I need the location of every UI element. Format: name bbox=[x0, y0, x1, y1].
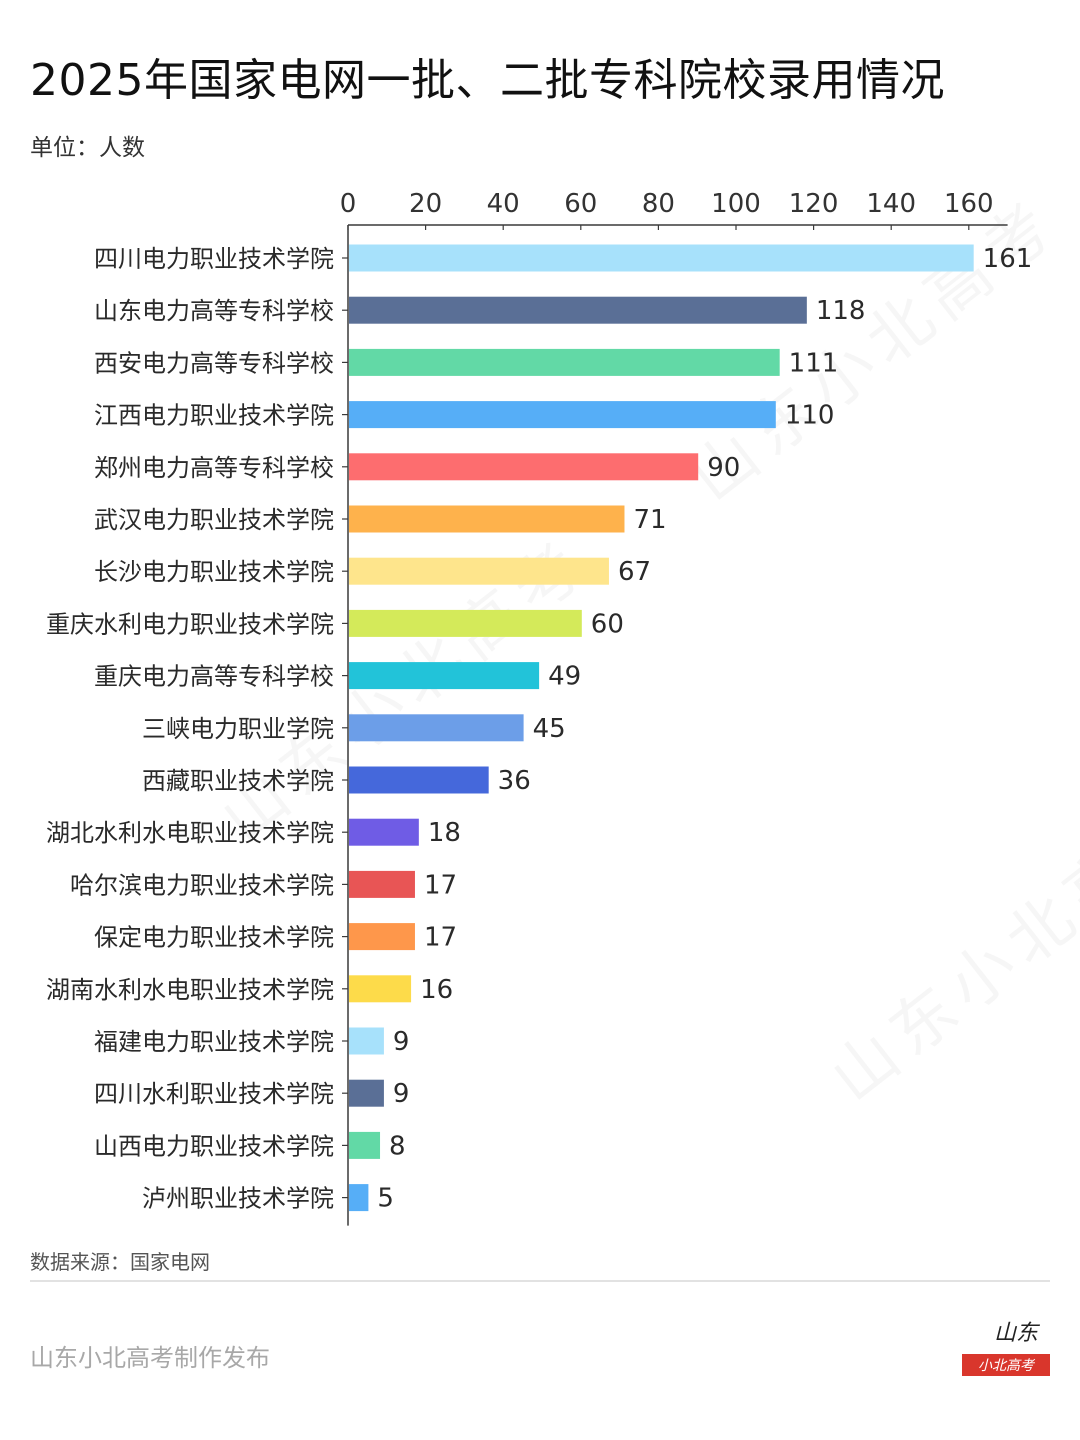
bar bbox=[349, 818, 419, 846]
category-label: 湖南水利水电职业技术学院 bbox=[46, 976, 334, 1004]
value-label: 71 bbox=[633, 505, 666, 535]
chart-title: 2025年国家电网一批、二批专科院校录用情况 bbox=[30, 55, 945, 106]
value-label: 17 bbox=[424, 870, 457, 900]
category-label: 郑州电力高等专科学校 bbox=[94, 454, 334, 482]
category-label: 长沙电力职业技术学院 bbox=[94, 558, 334, 586]
x-tick-label: 60 bbox=[564, 189, 597, 219]
logo-bottom-text: 小北高考 bbox=[978, 1358, 1036, 1374]
value-label: 161 bbox=[983, 244, 1033, 274]
bar bbox=[349, 505, 625, 533]
category-label: 江西电力职业技术学院 bbox=[94, 402, 334, 430]
x-tick-label: 40 bbox=[487, 189, 520, 219]
value-label: 5 bbox=[377, 1184, 394, 1214]
x-tick-label: 120 bbox=[789, 189, 839, 219]
value-label: 110 bbox=[785, 401, 835, 431]
brand-logo: 山东 小北高考 bbox=[962, 1321, 1050, 1376]
bar bbox=[349, 244, 974, 272]
value-label: 60 bbox=[591, 609, 624, 639]
bar bbox=[349, 714, 524, 742]
value-label: 8 bbox=[389, 1131, 406, 1161]
publisher-credit: 山东小北高考制作发布 bbox=[30, 1344, 270, 1372]
value-label: 49 bbox=[548, 662, 581, 692]
bar bbox=[349, 870, 415, 898]
data-source: 数据来源：国家电网 bbox=[30, 1250, 210, 1274]
value-label: 16 bbox=[420, 975, 453, 1005]
value-label: 111 bbox=[789, 348, 839, 378]
value-label: 18 bbox=[428, 818, 461, 848]
category-label: 重庆水利电力职业技术学院 bbox=[46, 610, 334, 638]
category-label: 西安电力高等专科学校 bbox=[94, 349, 334, 377]
x-tick-label: 80 bbox=[642, 189, 675, 219]
bar bbox=[349, 609, 582, 637]
value-label: 90 bbox=[707, 453, 740, 483]
bar bbox=[349, 557, 609, 585]
value-label: 9 bbox=[393, 1079, 410, 1109]
category-label: 重庆电力高等专科学校 bbox=[94, 663, 334, 691]
x-tick-label: 100 bbox=[711, 189, 761, 219]
category-label: 西藏职业技术学院 bbox=[142, 767, 334, 795]
x-tick-label: 140 bbox=[866, 189, 916, 219]
bar-chart: 0 20 40 60 80 100 120 140 160 四川电力职业技术学院 161 山东电力高等… bbox=[46, 189, 1033, 1226]
category-label: 武汉电力职业技术学院 bbox=[94, 506, 334, 534]
category-label: 四川水利职业技术学院 bbox=[94, 1080, 334, 1108]
value-label: 36 bbox=[498, 766, 531, 796]
category-label: 保定电力职业技术学院 bbox=[94, 924, 334, 952]
bar bbox=[349, 1131, 381, 1159]
category-label: 山西电力职业技术学院 bbox=[94, 1132, 334, 1160]
category-label: 三峡电力职业学院 bbox=[142, 715, 334, 743]
bar bbox=[349, 1079, 384, 1107]
footer-divider bbox=[30, 1280, 1050, 1282]
bar bbox=[349, 1184, 369, 1212]
category-label: 泸州职业技术学院 bbox=[142, 1185, 334, 1213]
category-label: 湖北水利水电职业技术学院 bbox=[46, 819, 334, 847]
x-tick-label: 160 bbox=[944, 189, 994, 219]
logo-top-text: 山东 bbox=[994, 1321, 1041, 1346]
x-tick-label: 20 bbox=[409, 189, 442, 219]
bar bbox=[349, 923, 415, 951]
bar bbox=[349, 766, 489, 794]
unit-label: 单位：人数 bbox=[30, 135, 145, 161]
value-label: 17 bbox=[424, 923, 457, 953]
bar bbox=[349, 348, 780, 376]
bar bbox=[349, 662, 540, 690]
category-label: 四川电力职业技术学院 bbox=[94, 245, 334, 273]
category-label: 福建电力职业技术学院 bbox=[94, 1028, 334, 1056]
bar bbox=[349, 453, 699, 481]
value-label: 45 bbox=[533, 714, 566, 744]
bar bbox=[349, 1027, 384, 1055]
bar bbox=[349, 296, 807, 324]
bar bbox=[349, 975, 412, 1003]
category-label: 哈尔滨电力职业技术学院 bbox=[70, 871, 334, 899]
logo-red-box bbox=[962, 1354, 1050, 1376]
bar bbox=[349, 401, 776, 429]
value-label: 118 bbox=[816, 296, 866, 326]
value-label: 9 bbox=[393, 1027, 410, 1057]
x-tick-label: 0 bbox=[340, 189, 357, 219]
value-label: 67 bbox=[618, 557, 651, 587]
category-label: 山东电力高等专科学校 bbox=[94, 297, 334, 325]
